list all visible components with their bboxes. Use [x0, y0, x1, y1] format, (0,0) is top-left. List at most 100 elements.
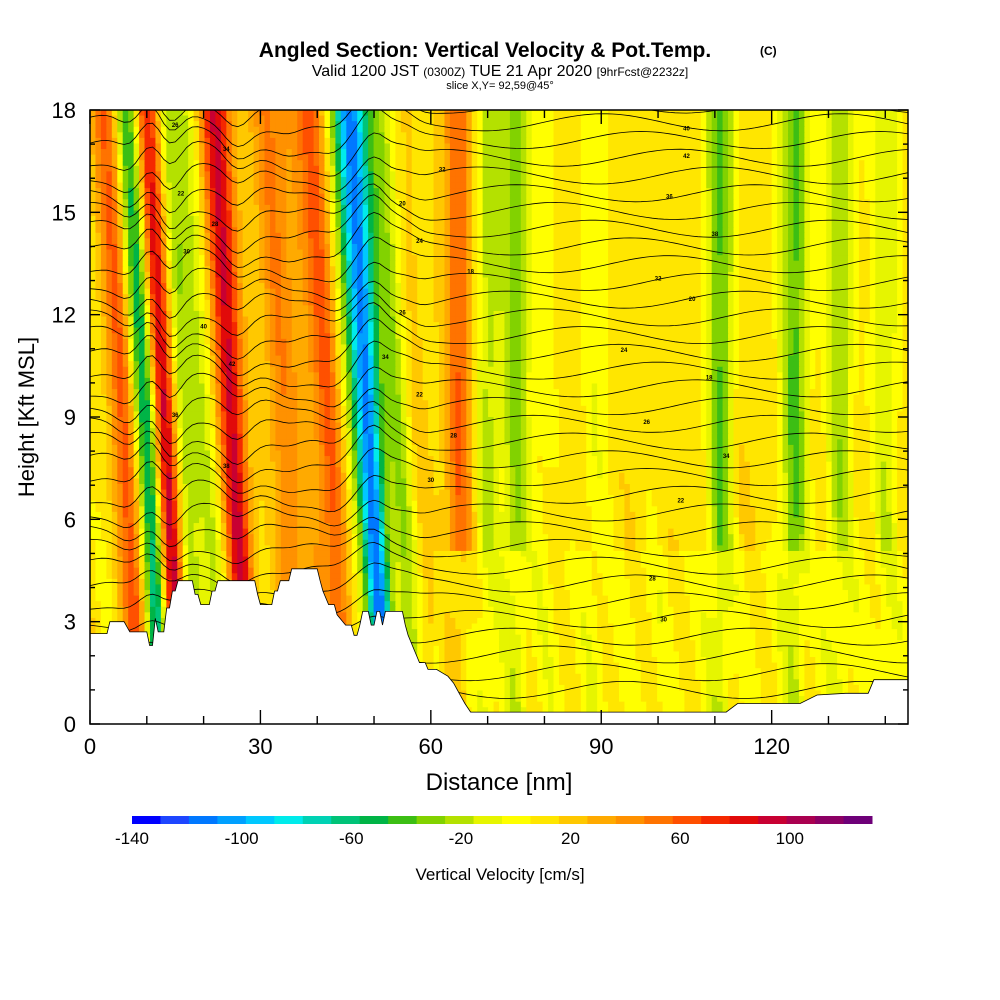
velocity-cell — [182, 204, 189, 212]
velocity-cell — [717, 154, 724, 161]
velocity-cell — [291, 216, 298, 223]
velocity-cell — [809, 132, 816, 139]
velocity-cell — [580, 182, 587, 189]
velocity-cell — [842, 210, 849, 217]
velocity-cell — [689, 193, 696, 200]
velocity-cell — [749, 255, 756, 262]
velocity-cell — [580, 143, 587, 150]
velocity-cell — [602, 176, 609, 184]
velocity-cell — [668, 160, 675, 167]
velocity-cell — [608, 193, 615, 200]
velocity-cell — [678, 154, 686, 161]
velocity-cell — [226, 121, 233, 128]
velocity-cell — [722, 137, 729, 145]
velocity-cell — [259, 176, 266, 184]
velocity-cell — [569, 283, 576, 290]
velocity-cell — [231, 188, 238, 195]
velocity-cell — [422, 193, 429, 200]
velocity-cell — [738, 204, 745, 212]
velocity-cell — [558, 277, 566, 284]
velocity-cell — [548, 121, 555, 128]
velocity-cell — [602, 126, 609, 133]
velocity-cell — [297, 171, 304, 178]
velocity-cell — [199, 227, 206, 234]
velocity-cell — [777, 149, 784, 156]
velocity-cell — [466, 154, 473, 161]
velocity-cell — [182, 271, 189, 279]
velocity-cell — [831, 143, 838, 150]
velocity-cell — [248, 266, 255, 273]
velocity-cell — [651, 204, 658, 212]
velocity-cell — [526, 216, 533, 223]
velocity-cell — [864, 176, 871, 184]
velocity-cell — [269, 132, 277, 139]
velocity-cell — [166, 260, 173, 267]
velocity-cell — [618, 121, 626, 128]
velocity-cell — [204, 277, 211, 284]
velocity-cell — [231, 283, 238, 290]
velocity-cell — [537, 277, 544, 284]
velocity-cell — [542, 182, 549, 189]
velocity-cell — [580, 238, 587, 245]
velocity-cell — [275, 176, 282, 184]
velocity-cell — [782, 171, 789, 178]
velocity-cell — [575, 160, 582, 167]
velocity-cell — [815, 243, 822, 251]
velocity-cell — [204, 238, 211, 245]
velocity-cell — [204, 216, 211, 223]
velocity-cell — [575, 171, 582, 178]
velocity-cell — [395, 204, 402, 212]
velocity-cell — [379, 210, 386, 217]
velocity-cell — [204, 199, 211, 206]
velocity-cell — [313, 193, 320, 200]
velocity-cell — [793, 188, 800, 195]
velocity-cell — [804, 288, 811, 295]
velocity-cell — [520, 238, 527, 245]
velocity-cell — [220, 154, 227, 161]
velocity-cell — [444, 137, 451, 145]
velocity-cell — [515, 165, 522, 172]
velocity-cell — [542, 160, 549, 167]
velocity-cell — [466, 193, 473, 200]
velocity-cell — [477, 255, 484, 262]
velocity-cell — [678, 243, 686, 251]
velocity-cell — [858, 221, 865, 228]
velocity-cell — [553, 277, 560, 284]
velocity-cell — [411, 160, 418, 167]
velocity-cell — [182, 260, 189, 267]
velocity-cell — [177, 221, 184, 228]
velocity-cell — [439, 182, 446, 189]
velocity-cell — [444, 238, 451, 245]
velocity-cell — [798, 227, 805, 234]
velocity-cell — [728, 204, 735, 212]
velocity-cell — [738, 154, 745, 161]
velocity-cell — [809, 232, 816, 239]
velocity-cell — [766, 165, 773, 172]
velocity-cell — [706, 249, 713, 256]
velocity-cell — [717, 283, 724, 290]
velocity-cell — [678, 165, 686, 172]
velocity-cell — [864, 238, 871, 245]
velocity-cell — [291, 132, 298, 139]
velocity-cell — [706, 288, 713, 295]
velocity-cell — [793, 110, 800, 117]
velocity-cell — [842, 110, 849, 117]
velocity-cell — [422, 188, 429, 195]
velocity-cell — [537, 216, 544, 223]
velocity-cell — [695, 165, 702, 172]
velocity-cell — [809, 288, 816, 295]
velocity-cell — [302, 182, 309, 189]
velocity-cell — [842, 160, 849, 167]
velocity-cell — [771, 216, 778, 223]
velocity-cell — [428, 221, 435, 228]
velocity-cell — [891, 232, 898, 239]
velocity-cell — [373, 249, 380, 256]
velocity-cell — [809, 115, 816, 122]
velocity-cell — [673, 283, 680, 290]
velocity-cell — [488, 238, 495, 245]
velocity-cell — [379, 143, 386, 150]
velocity-cell — [864, 283, 871, 290]
velocity-cell — [286, 154, 293, 161]
velocity-cell — [542, 171, 549, 178]
velocity-cell — [564, 126, 571, 133]
